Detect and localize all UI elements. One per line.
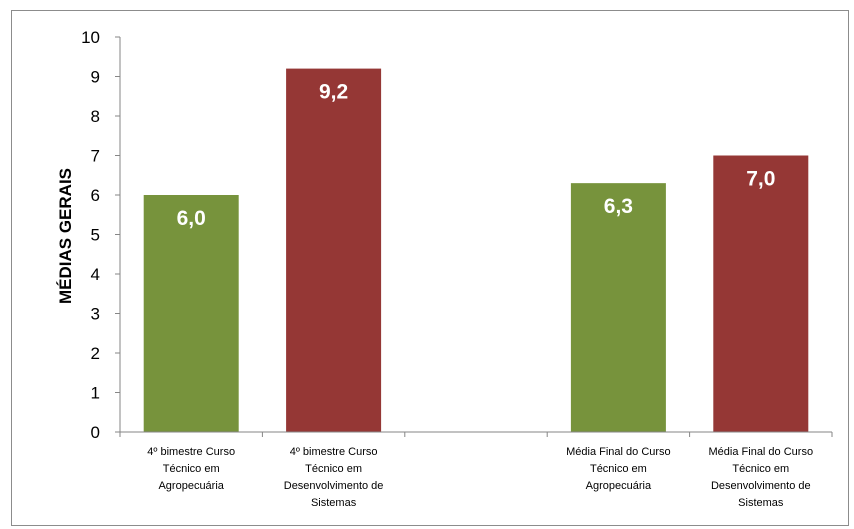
bar (570, 183, 666, 432)
y-tick-label: 2 (91, 344, 100, 363)
bar (286, 68, 382, 432)
y-tick-label: 6 (91, 186, 100, 205)
bar-value-label: 6,0 (177, 207, 206, 230)
x-category-label: 4º bimestre Curso Técnico em Desenvolvimen… (284, 446, 384, 509)
bar-value-label: 7,0 (746, 168, 775, 191)
y-tick-label: 1 (91, 384, 100, 403)
x-category-label: Média Final do Curso Técnico em Desenvolvi… (709, 446, 814, 509)
y-tick-label: 3 (91, 305, 100, 324)
y-tick-label: 9 (91, 68, 100, 87)
y-tick-label: 8 (91, 107, 100, 126)
y-tick-label: 10 (81, 28, 100, 47)
y-tick-label: 4 (91, 265, 100, 284)
y-tick-label: 5 (91, 226, 100, 245)
bar (143, 195, 239, 432)
bars: 6,0 9,2 6,3 7,0 (143, 68, 809, 432)
y-tick-label: 7 (91, 147, 100, 166)
y-tick-label: 0 (91, 423, 100, 442)
y-axis: 0 1 2 3 4 5 6 7 8 9 10 (81, 28, 121, 442)
y-axis-label: MÉDIAS GERAIS (56, 168, 75, 304)
bar-value-label: 6,3 (604, 195, 633, 218)
x-category-label: Média Final do Curso Técnico em Agropecuár… (566, 446, 671, 492)
x-category-label: 4º bimestre Curso Técnico em Agropecuária (147, 446, 235, 492)
x-axis: 4º bimestre Curso Técnico em Agropecuária 4… (119, 431, 833, 509)
bar (713, 155, 809, 432)
bar-value-label: 9,2 (319, 81, 348, 104)
